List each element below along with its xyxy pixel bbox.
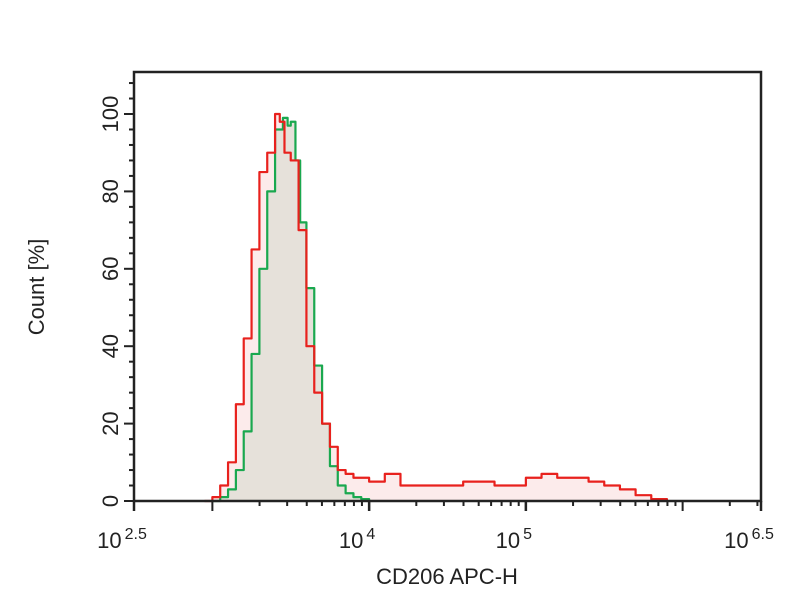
y-tick-label: 80 — [98, 179, 123, 203]
plot-area — [204, 112, 669, 503]
x-axis: 10 2.5 10 4 10 5 10 6.5 — [97, 501, 774, 553]
x-tick-label: 10 5 — [496, 526, 532, 553]
series-line — [204, 112, 669, 503]
x-axis-title: CD206 APC-H — [376, 564, 518, 589]
plot-frame — [132, 70, 763, 503]
y-axis: 0 20 40 60 80 100 — [98, 82, 134, 507]
y-axis-title: Count [%] — [24, 239, 49, 336]
y-tick-label: 20 — [98, 411, 123, 435]
x-tick-label: 10 6.5 — [724, 526, 774, 553]
y-tick-label: 0 — [98, 495, 123, 507]
y-tick-label: 60 — [98, 257, 123, 281]
x-tick-label: 10 2.5 — [97, 526, 147, 553]
series-line — [212, 116, 371, 503]
y-tick-label: 40 — [98, 334, 123, 358]
y-tick-label: 100 — [98, 96, 123, 133]
x-tick-label: 10 4 — [339, 526, 375, 553]
